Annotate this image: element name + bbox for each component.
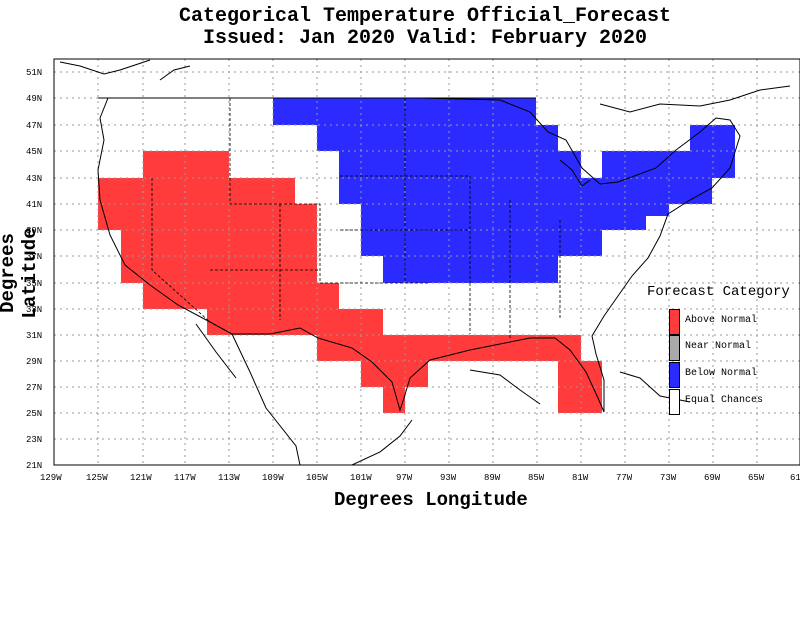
y-tick-label: 25N <box>26 409 42 419</box>
state-boundaries <box>151 98 561 340</box>
x-tick-label: 77W <box>616 473 633 483</box>
y-tick-label: 33N <box>26 305 42 315</box>
x-axis-label: Degrees Longitude <box>334 489 528 511</box>
y-tick-label: 21N <box>26 461 42 471</box>
x-tick-label: 89W <box>484 473 501 483</box>
x-tick-label: 97W <box>396 473 413 483</box>
x-tick-label: 61 <box>790 473 800 483</box>
legend-label: Equal Chances <box>685 395 764 406</box>
below-normal-regions <box>273 98 735 283</box>
y-tick-label: 47N <box>26 121 42 131</box>
y-axis-label: Degrees Latitude <box>0 227 41 319</box>
x-tick-label: 101W <box>350 473 372 483</box>
legend-title: Forecast Category <box>647 284 790 300</box>
chart-title-line2: Issued: Jan 2020 Valid: February 2020 <box>202 27 648 50</box>
us-outline <box>59 59 791 466</box>
y-tick-label: 31N <box>26 331 42 341</box>
y-tick-label: 39N <box>26 226 42 236</box>
x-tick-label: 113W <box>218 473 240 483</box>
x-tick-label: 85W <box>528 473 545 483</box>
legend-swatch-equal <box>669 389 680 415</box>
y-tick-label: 29N <box>26 357 42 367</box>
legend-label: Below Normal <box>685 368 758 379</box>
legend-swatch-above <box>669 309 680 335</box>
y-tick-label: 45N <box>26 147 42 157</box>
x-tick-label: 105W <box>306 473 328 483</box>
legend-swatch-below <box>669 362 680 388</box>
legend-item-equal-chances: Equal Chances <box>669 389 799 415</box>
y-tick-label: 27N <box>26 383 42 393</box>
legend-item-above-normal: Above Normal <box>669 309 799 335</box>
legend-swatch-near <box>669 335 680 361</box>
x-tick-label: 121W <box>130 473 152 483</box>
plot-area <box>53 58 800 466</box>
x-tick-label: 69W <box>704 473 721 483</box>
x-axis-ticks: 129W 125W 121W 117W 113W 109W 105W 101W … <box>40 473 800 483</box>
legend-label: Near Normal <box>685 341 752 352</box>
x-tick-label: 125W <box>86 473 108 483</box>
x-tick-label: 93W <box>440 473 457 483</box>
legend-item-near-normal: Near Normal <box>669 335 799 361</box>
chart-title-line1: Categorical Temperature Official_Forecas… <box>178 5 672 28</box>
above-normal-regions <box>98 151 602 413</box>
y-tick-label: 43N <box>26 174 42 184</box>
y-tick-label: 35N <box>26 279 42 289</box>
legend-item-below-normal: Below Normal <box>669 362 799 388</box>
x-tick-label: 109W <box>262 473 284 483</box>
y-tick-label: 49N <box>26 94 42 104</box>
x-tick-label: 81W <box>572 473 589 483</box>
y-tick-label: 51N <box>26 68 42 78</box>
y-tick-label: 37N <box>26 252 42 262</box>
y-tick-label: 23N <box>26 435 42 445</box>
x-tick-label: 129W <box>40 473 62 483</box>
x-tick-label: 117W <box>174 473 196 483</box>
x-tick-label: 73W <box>660 473 677 483</box>
x-tick-label: 65W <box>748 473 765 483</box>
y-tick-label: 41N <box>26 200 42 210</box>
legend-label: Above Normal <box>685 315 758 326</box>
y-axis-ticks: 51N 49N 47N 45N 43N 41N 39N 37N 35N 33N … <box>26 68 42 471</box>
